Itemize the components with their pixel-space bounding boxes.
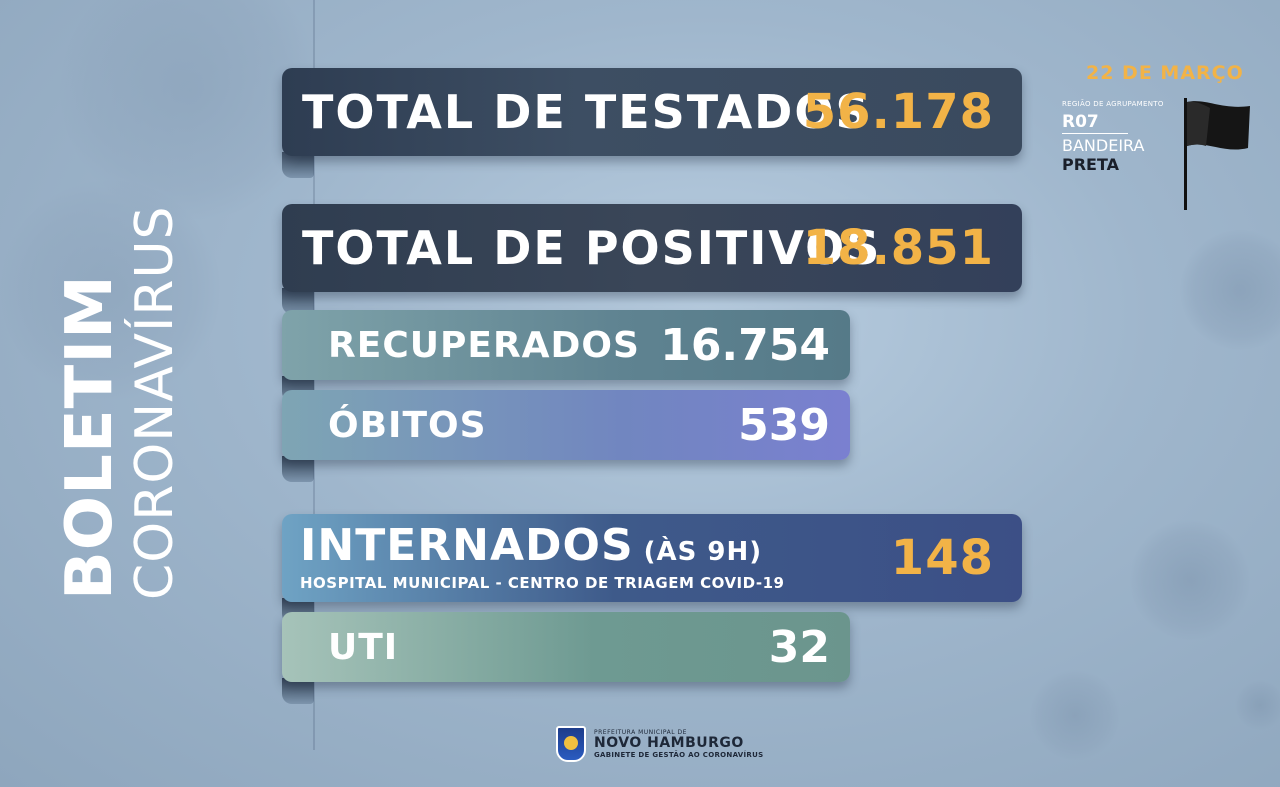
stat-value: 148 xyxy=(890,530,994,586)
logo-line3: GABINETE DE GESTÃO AO CORONAVÍRUS xyxy=(594,751,764,759)
stat-bar-obitos: ÓBITOS 539 xyxy=(282,390,850,482)
stat-label: RECUPERADOS xyxy=(328,324,640,366)
black-flag-icon xyxy=(1184,98,1250,210)
side-title-bold: BOLETIM xyxy=(53,274,127,600)
stat-value: 16.754 xyxy=(660,319,830,371)
stat-subtitle: HOSPITAL MUNICIPAL - CENTRO DE TRIAGEM C… xyxy=(300,574,785,592)
virus-decoration xyxy=(1030,670,1120,760)
stat-bar-recuperados: RECUPERADOS 16.754 xyxy=(282,310,850,402)
internados-heading: INTERNADOS (ÀS 9H) xyxy=(300,520,762,571)
city-logo: PREFEITURA MUNICIPAL DE NOVO HAMBURGO GA… xyxy=(556,726,763,762)
stat-bar-testados: TOTAL DE TESTADOS 56.178 xyxy=(282,68,1022,178)
region-code: R07 xyxy=(1062,112,1128,134)
logo-line2: NOVO HAMBURGO xyxy=(594,735,744,751)
virus-decoration xyxy=(1130,520,1250,640)
virus-decoration xyxy=(1180,230,1280,350)
flag-label: BANDEIRA xyxy=(1062,136,1145,155)
region-info: REGIÃO DE AGRUPAMENTO R07 BANDEIRA PRETA xyxy=(1062,100,1172,174)
stat-bar-positivos: TOTAL DE POSITIVOS 18.851 xyxy=(282,204,1022,314)
side-title-light: CORONAVÍRUS xyxy=(125,205,185,600)
stat-value: 539 xyxy=(738,399,830,451)
stat-bar-internados: INTERNADOS (ÀS 9H) HOSPITAL MUNICIPAL - C… xyxy=(282,514,1022,624)
side-title: BOLETIM CORONAVÍRUS xyxy=(53,205,185,600)
stat-label: TOTAL DE TESTADOS xyxy=(302,85,871,139)
virus-decoration xyxy=(60,0,320,220)
ribbon-fold xyxy=(282,678,314,704)
stat-bar-uti: UTI 32 xyxy=(282,612,850,704)
virus-decoration xyxy=(0,180,220,400)
stat-label: TOTAL DE POSITIVOS xyxy=(302,221,882,275)
city-crest-icon xyxy=(556,726,586,762)
stat-label: INTERNADOS xyxy=(300,520,634,571)
stat-value: 56.178 xyxy=(802,84,994,140)
stat-label: ÓBITOS xyxy=(328,404,487,446)
virus-decoration xyxy=(1235,680,1280,730)
stat-note: (ÀS 9H) xyxy=(643,537,763,567)
flag-color: PRETA xyxy=(1062,155,1120,174)
ribbon-fold xyxy=(282,456,314,482)
report-date: 22 DE MARÇO xyxy=(1086,62,1244,84)
stat-label: UTI xyxy=(328,626,399,668)
stat-value: 18.851 xyxy=(802,220,994,276)
stat-value: 32 xyxy=(768,621,830,673)
logo-line1: PREFEITURA MUNICIPAL DE xyxy=(594,729,687,736)
region-heading: REGIÃO DE AGRUPAMENTO xyxy=(1062,100,1164,108)
